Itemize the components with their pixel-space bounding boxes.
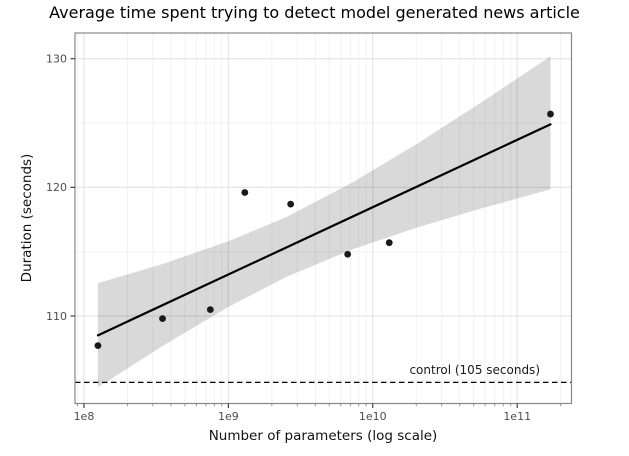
confidence-band bbox=[97, 56, 551, 388]
x-tick-label: 1e9 bbox=[218, 410, 239, 423]
x-tick-label: 1e8 bbox=[74, 410, 95, 423]
y-tick-label: 130 bbox=[46, 53, 67, 66]
y-tick-label: 120 bbox=[46, 181, 67, 194]
data-point bbox=[287, 200, 295, 208]
x-axis-label: Number of parameters (log scale) bbox=[208, 428, 438, 444]
trend-line bbox=[96, 123, 552, 337]
data-point bbox=[385, 239, 393, 247]
data-point bbox=[344, 250, 352, 258]
panel-border bbox=[74, 32, 573, 405]
y-axis-label: Duration (seconds) bbox=[19, 153, 35, 283]
data-point bbox=[94, 342, 102, 350]
chart-title: Average time spent trying to detect mode… bbox=[49, 3, 580, 22]
control-line-label: control (105 seconds) bbox=[409, 363, 540, 377]
data-point bbox=[159, 315, 166, 322]
data-point bbox=[547, 110, 554, 118]
data-point bbox=[206, 306, 214, 313]
x-tick-label: 1e10 bbox=[359, 410, 387, 423]
x-tick-label: 1e11 bbox=[503, 410, 531, 423]
y-tick-label: 110 bbox=[46, 310, 67, 323]
data-point bbox=[241, 189, 249, 196]
